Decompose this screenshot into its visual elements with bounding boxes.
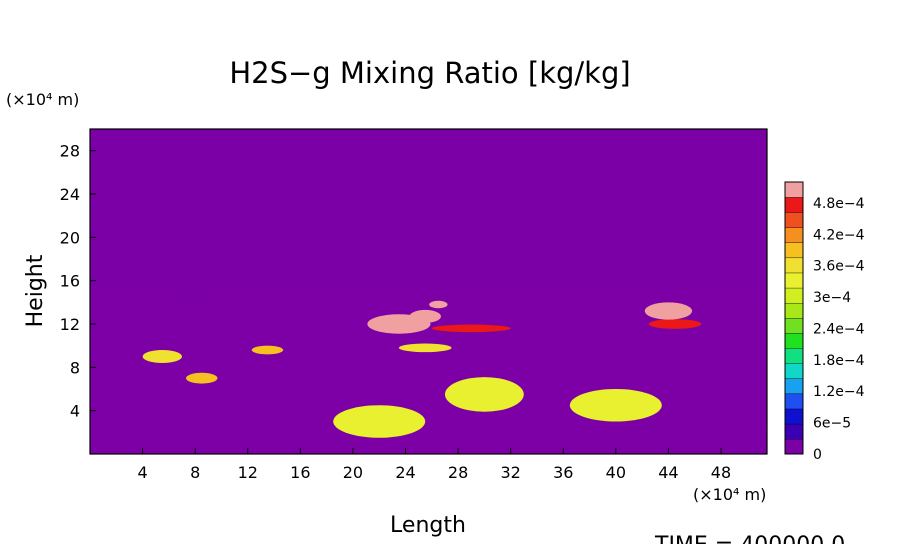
colorbar-segment-8 — [784, 317, 804, 334]
colorbar-segment-1 — [784, 423, 804, 440]
y-tick-label-3: 16 — [60, 272, 80, 291]
x-tick-label-0: 4 — [137, 463, 147, 482]
colorbar-segment-17 — [784, 181, 804, 198]
colorbar-segment-7 — [784, 332, 804, 349]
colorbar-label-7: 4.2e−4 — [813, 227, 865, 243]
patch-green-1 — [444, 377, 524, 412]
ridge-red-1 — [431, 324, 511, 333]
x-tick-label-4: 20 — [343, 463, 363, 482]
x-axis-ticks: 4 8 12 16 20 24 28 32 36 40 44 48 — [137, 448, 731, 482]
x-tick-label-3: 16 — [290, 463, 310, 482]
x-axis-unit: (×10⁴ m) — [693, 485, 766, 504]
x-tick-label-9: 40 — [606, 463, 626, 482]
colorbar-segment-2 — [784, 408, 804, 425]
x-tick-label-11: 48 — [711, 463, 731, 482]
colorbar-segment-13 — [784, 242, 804, 259]
streak-orange-1 — [185, 372, 218, 384]
x-tick-label-5: 24 — [395, 463, 415, 482]
colorbar-label-3: 1.8e−4 — [813, 353, 865, 369]
peak-pink-3 — [429, 300, 448, 309]
colorbar-segment-0 — [784, 438, 804, 455]
time-footer: TIME = 400000.0 — [654, 533, 845, 544]
peak-pink-2 — [409, 309, 441, 323]
x-axis-label: Length — [390, 513, 466, 538]
y-axis-unit: (×10⁴ m) — [6, 90, 79, 109]
y-tick-label-5: 24 — [60, 185, 80, 204]
colorbar-label-6: 3.6e−4 — [813, 259, 865, 275]
colorbar-label-4: 2.4e−4 — [813, 322, 865, 338]
colorbar-segment-10 — [784, 287, 804, 304]
y-tick-label-6: 28 — [60, 142, 80, 161]
plot-frame — [89, 128, 768, 455]
y-tick-label-0: 4 — [70, 402, 80, 421]
colorbar-segment-9 — [784, 302, 804, 319]
streak-yellow-1 — [142, 350, 183, 363]
x-tick-label-6: 28 — [448, 463, 468, 482]
colorbar-label-2: 1.2e−4 — [813, 384, 865, 400]
y-tick-label-2: 12 — [60, 315, 80, 334]
x-tick-label-7: 32 — [500, 463, 520, 482]
plot-area — [90, 129, 767, 454]
peak-pink-4 — [644, 302, 693, 320]
y-axis-ticks: 4 8 12 16 20 24 28 — [60, 142, 96, 421]
colorbar-label-5: 3e−4 — [813, 290, 851, 306]
colorbar-segment-12 — [784, 257, 804, 274]
y-tick-label-4: 20 — [60, 228, 80, 247]
colorbar-segment-3 — [784, 393, 804, 410]
x-tick-label-1: 8 — [190, 463, 200, 482]
x-tick-label-8: 36 — [553, 463, 573, 482]
x-tick-label-2: 12 — [238, 463, 258, 482]
streak-yellow-2 — [251, 345, 284, 355]
colorbar-label-0: 0 — [813, 447, 822, 463]
patch-green-2 — [333, 405, 426, 438]
colorbar-segment-16 — [784, 196, 804, 213]
colorbar-label-1: 6e−5 — [813, 416, 851, 432]
x-tick-label-10: 44 — [658, 463, 678, 482]
colorbar-segment-5 — [784, 363, 804, 379]
y-axis-label: Height — [23, 254, 48, 327]
ridge-red-2 — [648, 319, 702, 329]
high-value-features — [142, 300, 702, 438]
colorbar-frame — [784, 181, 804, 455]
colorbar: 0 6e−5 1.2e−4 1.8e−4 2.4e−4 3e−4 3.6e−4 4.2e−4 4… — [784, 181, 865, 463]
patch-green-3 — [569, 389, 662, 422]
colorbar-segment-11 — [784, 272, 804, 289]
colorbar-segment-6 — [784, 348, 804, 364]
colorbar-segment-15 — [784, 212, 804, 228]
chart-title: H2S−g Mixing Ratio [kg/kg] — [229, 56, 630, 90]
colorbar-segment-14 — [784, 227, 804, 243]
colorbar-label-8: 4.8e−4 — [813, 196, 865, 212]
y-tick-label-1: 8 — [70, 358, 80, 377]
streak-yellow-3 — [398, 343, 452, 353]
colorbar-segment-4 — [784, 378, 804, 395]
